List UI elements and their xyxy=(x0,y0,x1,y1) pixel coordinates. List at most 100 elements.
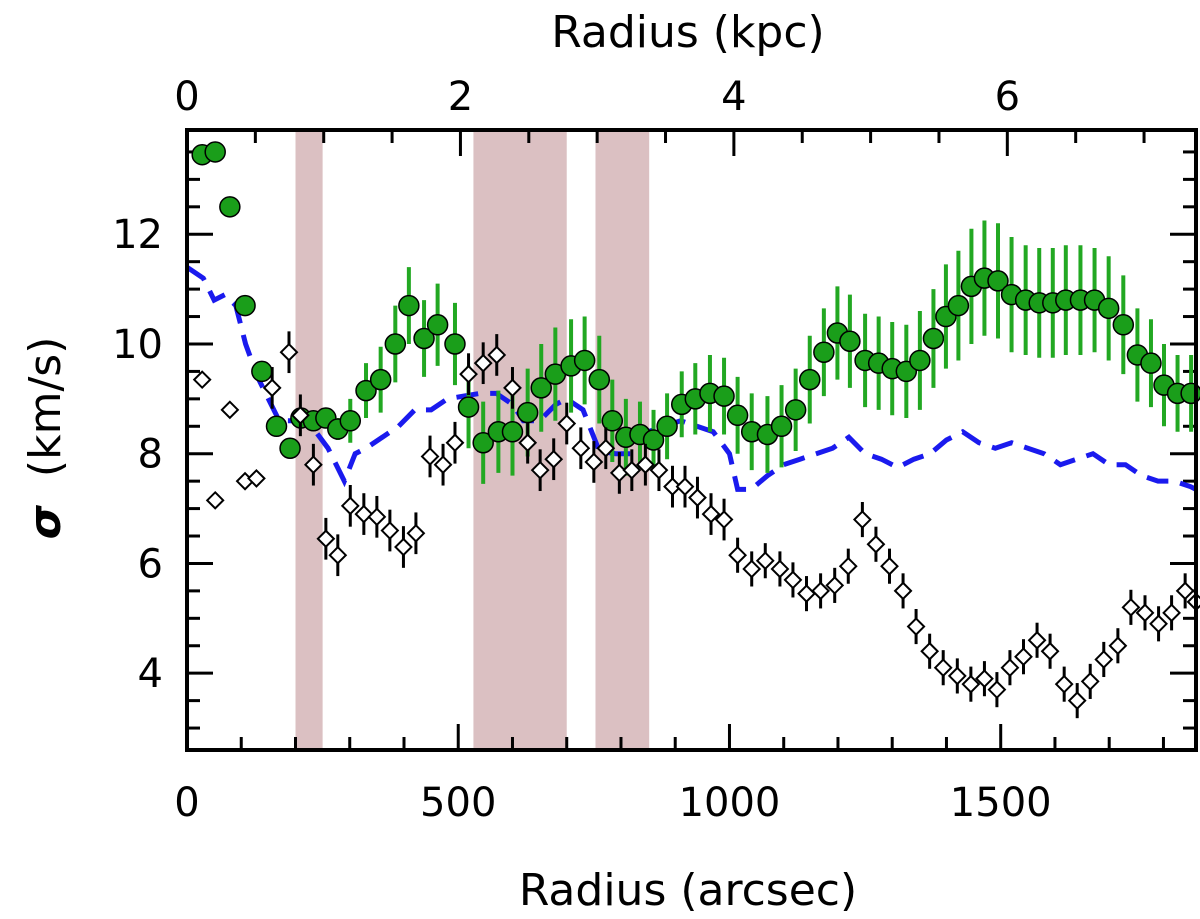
data-point-circle xyxy=(601,410,624,432)
y-tick-label: 6 xyxy=(138,541,163,587)
data-point-circle xyxy=(384,333,407,355)
data-point-diamond xyxy=(783,570,803,590)
data-point-diamond xyxy=(420,447,440,466)
data-point-diamond xyxy=(961,674,981,694)
data-point-diamond xyxy=(459,364,478,384)
data-point-diamond xyxy=(445,433,465,453)
data-point-diamond xyxy=(688,488,707,508)
data-point-diamond xyxy=(675,477,695,497)
y-tick-label: 4 xyxy=(138,651,163,697)
data-point-diamond xyxy=(742,559,762,579)
data-point-diamond xyxy=(1135,603,1155,623)
data-point-circle xyxy=(909,349,931,372)
data-point-diamond xyxy=(770,559,790,579)
data-point-diamond xyxy=(701,504,721,524)
data-point-diamond xyxy=(663,477,682,497)
data-point-diamond xyxy=(1175,581,1195,601)
data-point-circle xyxy=(339,410,362,432)
data-point-circle xyxy=(516,401,539,424)
data-point-diamond xyxy=(947,666,967,686)
data-point-diamond xyxy=(328,545,348,565)
data-point-diamond xyxy=(852,510,872,529)
data-point-circle xyxy=(573,349,596,372)
data-point-diamond xyxy=(220,400,240,420)
data-point-circle xyxy=(1140,352,1162,374)
data-point-circle xyxy=(1112,314,1135,336)
data-point-diamond xyxy=(1027,630,1047,650)
x2-tick-label: 4 xyxy=(721,74,746,120)
data-point-diamond xyxy=(825,575,845,595)
data-point-diamond xyxy=(433,455,453,475)
data-point-diamond xyxy=(635,455,655,475)
data-point-circle xyxy=(839,330,861,352)
x2-tick-label: 2 xyxy=(448,74,473,120)
open-diamond-series xyxy=(192,331,1200,719)
data-point-diamond xyxy=(303,455,323,475)
data-point-diamond xyxy=(596,438,616,458)
data-point-circle xyxy=(426,314,449,336)
data-point-circle xyxy=(726,404,749,427)
data-point-circle xyxy=(713,385,735,407)
data-point-diamond xyxy=(406,523,426,543)
data-point-diamond xyxy=(987,680,1007,700)
y-axis-title: σ (km/s) xyxy=(20,337,71,540)
data-point-diamond xyxy=(1094,650,1114,669)
data-point-circle xyxy=(784,399,807,421)
data-point-circle xyxy=(413,327,435,350)
data-point-diamond xyxy=(380,521,400,540)
data-point-diamond xyxy=(975,669,994,689)
data-point-diamond xyxy=(933,658,953,678)
y-axis-unit: (km/s) xyxy=(20,337,71,477)
data-point-diamond xyxy=(622,460,642,480)
data-point-circle xyxy=(457,396,480,418)
data-point-diamond xyxy=(518,433,538,453)
data-point-circle xyxy=(588,368,611,391)
data-point-diamond xyxy=(290,405,310,425)
data-point-diamond xyxy=(503,378,522,398)
data-point-diamond xyxy=(473,353,493,373)
data-point-circle xyxy=(947,294,970,317)
data-point-diamond xyxy=(367,507,387,527)
data-point-diamond xyxy=(557,414,577,433)
shaded-region xyxy=(295,130,323,750)
x-tick-label: 0 xyxy=(174,780,199,826)
data-point-circle xyxy=(265,415,288,438)
x-tick-label: 500 xyxy=(420,780,496,826)
data-point-diamond xyxy=(571,438,591,458)
data-point-diamond xyxy=(649,460,669,480)
data-point-circle xyxy=(922,327,945,350)
tick-labels: 0 500 1000 1500 0 2 4 6 4 6 8 10 12 xyxy=(112,74,1052,826)
data-point-diamond xyxy=(316,529,336,549)
data-point-circle xyxy=(799,368,821,391)
data-point-diamond xyxy=(714,510,734,529)
data-point-diamond xyxy=(1149,614,1168,634)
data-point-diamond xyxy=(755,551,775,571)
data-point-diamond xyxy=(1054,674,1074,694)
shaded-regions xyxy=(295,130,650,750)
data-point-diamond xyxy=(205,490,225,510)
data-point-diamond xyxy=(728,545,748,565)
x2-tick-label: 6 xyxy=(995,74,1020,120)
x-tick-label: 1000 xyxy=(679,780,781,826)
data-point-diamond xyxy=(262,378,282,398)
data-point-diamond xyxy=(920,641,940,661)
x-tick-label: 1500 xyxy=(950,780,1052,826)
data-point-circle xyxy=(444,333,466,355)
data-point-diamond xyxy=(1014,647,1033,667)
data-point-diamond xyxy=(866,534,886,554)
data-point-diamond xyxy=(838,556,858,576)
data-point-diamond xyxy=(1108,636,1128,656)
data-point-circle xyxy=(813,341,835,363)
data-point-diamond xyxy=(192,370,212,390)
data-point-diamond xyxy=(1162,603,1182,623)
data-point-diamond xyxy=(544,449,564,469)
data-point-circle xyxy=(530,377,552,399)
data-point-diamond xyxy=(584,452,604,472)
data-point-diamond xyxy=(1080,672,1100,691)
data-point-circle xyxy=(369,368,392,391)
y-tick-label: 12 xyxy=(112,212,163,258)
x-axis-title: Radius (arcsec) xyxy=(519,865,857,916)
data-point-circle xyxy=(279,437,301,459)
data-point-diamond xyxy=(1040,641,1060,661)
plot-frame xyxy=(185,128,1198,752)
